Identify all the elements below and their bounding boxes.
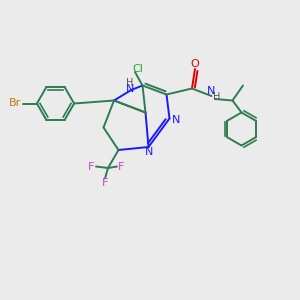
Text: Br: Br [9,98,21,109]
Text: N: N [172,115,180,125]
Text: N: N [207,86,216,97]
Text: O: O [190,58,200,69]
Text: F: F [102,178,108,188]
Text: F: F [118,161,125,172]
Text: N: N [126,83,134,94]
Text: N: N [145,147,153,158]
Text: Cl: Cl [133,64,143,74]
Text: H: H [213,92,220,103]
Text: F: F [88,161,95,172]
Text: H: H [126,78,134,88]
